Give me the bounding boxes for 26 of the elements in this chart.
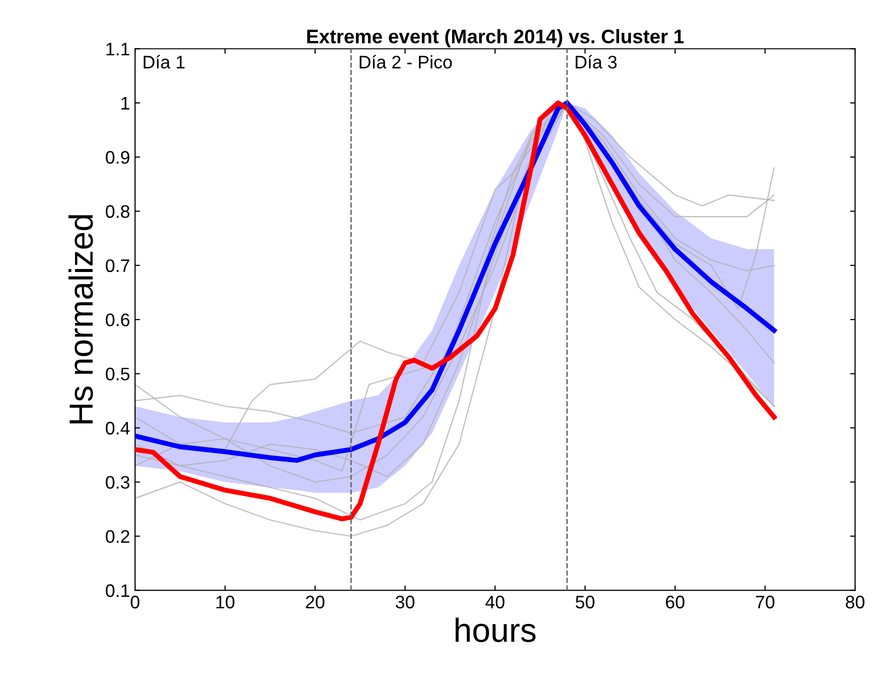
x-tick-label: 80 xyxy=(846,596,864,608)
y-tick-label: 0.8 xyxy=(106,205,130,218)
annotation: Día 1 xyxy=(144,55,185,69)
chart-title: Extreme event (March 2014) vs. Cluster 1 xyxy=(307,29,684,48)
y-tick-label: 0.3 xyxy=(106,476,130,489)
y-tick-label: 0.1 xyxy=(106,584,130,598)
x-tick-label: 70 xyxy=(756,596,774,608)
x-tick-label: 60 xyxy=(666,596,684,608)
y-tick-label: 0.9 xyxy=(106,151,130,164)
y-tick-label: 0.6 xyxy=(106,313,130,326)
y-tick-label: 1 xyxy=(122,97,130,110)
y-tick-label: 0.4 xyxy=(106,422,130,435)
x-axis-title: hours xyxy=(456,618,536,642)
x-tick-label: 40 xyxy=(485,596,504,608)
x-tick-label: 0 xyxy=(130,596,140,608)
y-axis-title: Hs normalized xyxy=(68,215,93,424)
x-tick-label: 50 xyxy=(576,596,594,608)
x-tick-label: 20 xyxy=(306,596,324,608)
y-tick-label: 1.1 xyxy=(106,42,130,56)
y-tick-label: 0.5 xyxy=(106,368,130,380)
ref-line-label: Día 2 - Pico xyxy=(360,55,452,69)
ref-line-label: Día 3 xyxy=(576,55,617,69)
y-tick-label: 0.7 xyxy=(106,259,130,272)
x-tick-label: 10 xyxy=(216,596,234,608)
x-tick-label: 30 xyxy=(396,596,414,608)
y-tick-label: 0.2 xyxy=(106,530,130,543)
